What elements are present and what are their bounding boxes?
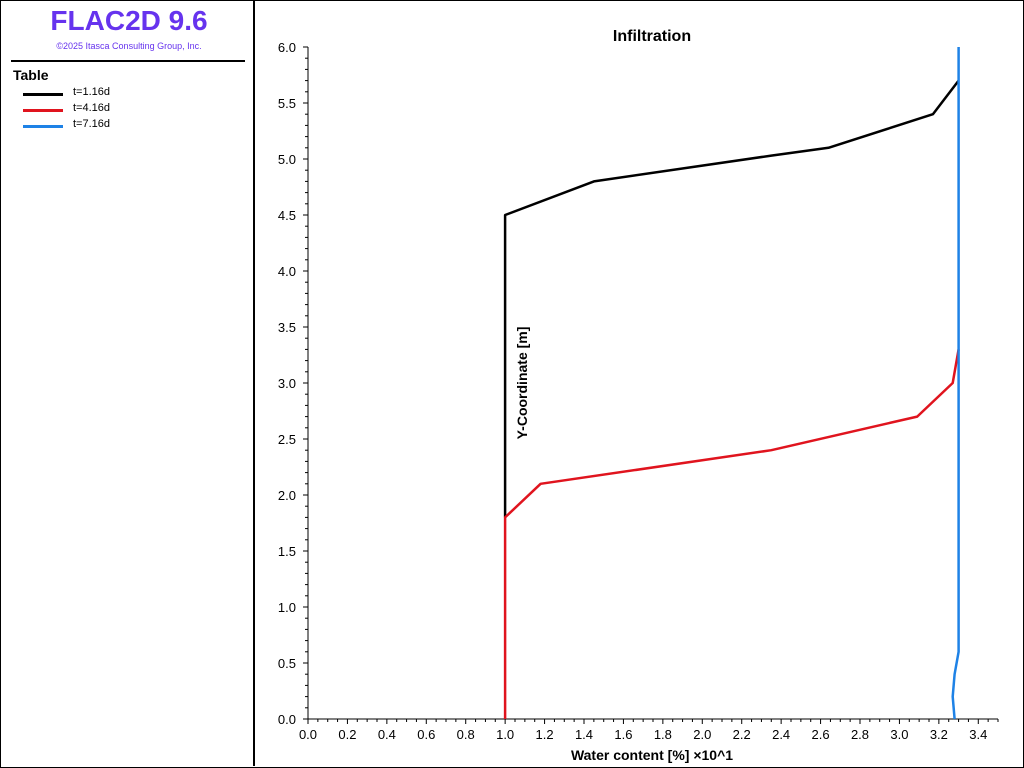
y-tick-label: 0.0 — [278, 712, 296, 727]
x-tick-label: 2.6 — [812, 727, 830, 742]
y-tick-label: 5.5 — [278, 96, 296, 111]
x-tick-label: 2.4 — [772, 727, 790, 742]
copyright-text: ©2025 Itasca Consulting Group, Inc. — [56, 41, 202, 51]
y-tick-label: 3.5 — [278, 320, 296, 335]
y-axis-label: Y-Coordinate [m] — [514, 327, 530, 440]
y-tick-label: 4.5 — [278, 208, 296, 223]
y-tick-label: 2.0 — [278, 488, 296, 503]
x-tick-label: 2.2 — [733, 727, 751, 742]
x-tick-label: 0.4 — [378, 727, 396, 742]
y-tick-label: 2.5 — [278, 432, 296, 447]
legend-label: t=1.16d — [73, 86, 111, 98]
x-tick-label: 1.2 — [536, 727, 554, 742]
x-tick-label: 0.2 — [338, 727, 356, 742]
x-tick-label: 2.0 — [693, 727, 711, 742]
x-tick-label: 2.8 — [851, 727, 869, 742]
x-tick-label: 3.0 — [890, 727, 908, 742]
x-tick-label: 1.0 — [496, 727, 514, 742]
x-tick-label: 3.4 — [969, 727, 987, 742]
y-tick-label: 1.0 — [278, 600, 296, 615]
axes: 0.0 0.2 0.4 0.6 0.8 1.0 1.2 1.4 1.6 1.8 2.0 2.2 2.4 2… — [278, 40, 999, 742]
legend-label: t=7.16d — [73, 118, 111, 130]
title-divider — [11, 60, 245, 62]
legend-swatch — [23, 93, 63, 96]
y-tick-label: 4.0 — [278, 264, 296, 279]
y-tick-label: 5.0 — [278, 152, 296, 167]
app-title: FLAC2D 9.6 — [50, 5, 208, 36]
y-tick-label: 1.5 — [278, 544, 296, 559]
x-tick-label: 1.6 — [614, 727, 632, 742]
y-tick-label: 0.5 — [278, 656, 296, 671]
x-tick-label: 1.8 — [654, 727, 672, 742]
series-line-3 — [951, 47, 960, 720]
y-tick-label: 6.0 — [278, 40, 296, 55]
x-tick-label: 3.2 — [930, 727, 948, 742]
series-line-1 — [503, 79, 960, 518]
x-tick-label: 0.8 — [457, 727, 475, 742]
chart-title: Infiltration — [613, 28, 691, 45]
x-tick-label: 1.4 — [575, 727, 593, 742]
x-tick-label: 0.6 — [417, 727, 435, 742]
legend-panel: FLAC2D 9.6 ©2025 Itasca Consulting Group… — [1, 1, 255, 766]
series-line-2 — [503, 349, 960, 719]
legend-label: t=4.16d — [73, 102, 111, 114]
legend-heading: Table — [13, 67, 49, 83]
infiltration-chart[interactable]: Infiltration 0.0 0.2 0.4 0.6 0.8 1.0 1.2 1.4 1.6… — [256, 0, 1022, 766]
series-layer — [503, 47, 960, 720]
y-tick-label: 3.0 — [278, 376, 296, 391]
legend-swatch — [23, 125, 63, 128]
legend-swatch — [23, 109, 63, 112]
x-axis-label: Water content [%] ×10^1 — [571, 747, 733, 763]
x-tick-label: 0.0 — [299, 727, 317, 742]
